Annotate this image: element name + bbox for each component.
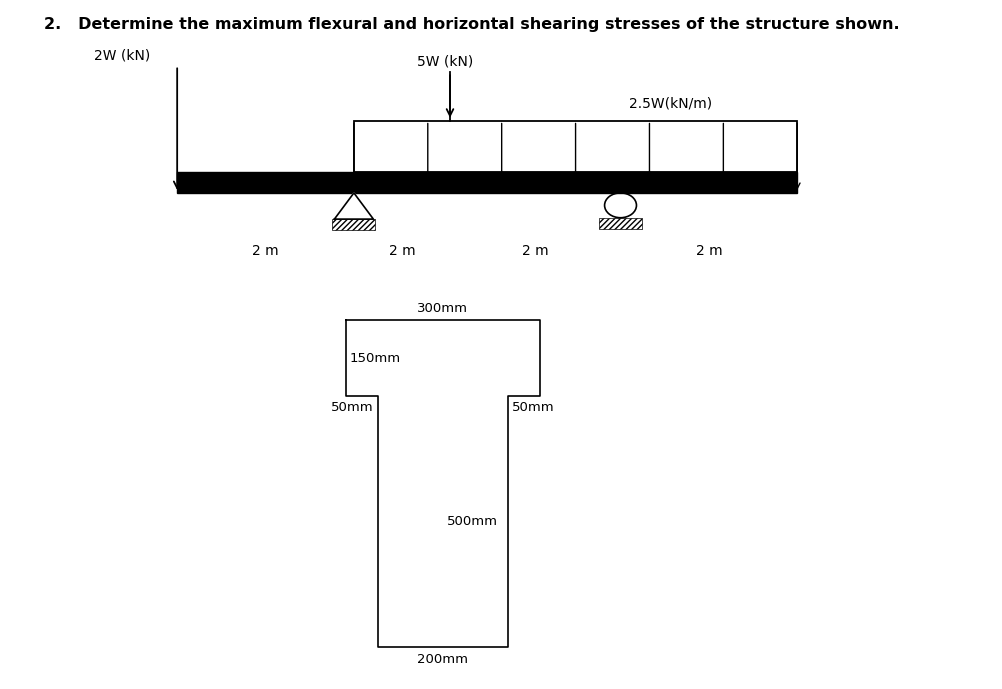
Text: 500mm: 500mm xyxy=(447,515,498,528)
Text: 150mm: 150mm xyxy=(349,351,400,364)
Bar xyxy=(177,172,797,193)
Text: 2 m: 2 m xyxy=(388,245,415,258)
Text: 2.   Determine the maximum flexural and horizontal shearing stresses of the stru: 2. Determine the maximum flexural and ho… xyxy=(44,17,899,32)
Text: 2 m: 2 m xyxy=(252,245,279,258)
Text: 2 m: 2 m xyxy=(521,245,548,258)
Bar xyxy=(332,219,375,230)
Bar xyxy=(354,121,797,172)
Text: 200mm: 200mm xyxy=(417,653,468,666)
Bar xyxy=(598,218,641,229)
Text: 50mm: 50mm xyxy=(511,401,554,414)
Text: 50mm: 50mm xyxy=(331,401,374,414)
Text: 300mm: 300mm xyxy=(417,302,468,315)
Text: 5W (kN): 5W (kN) xyxy=(417,55,473,69)
Text: 2W (kN): 2W (kN) xyxy=(94,48,150,62)
Polygon shape xyxy=(334,193,373,219)
Text: 2 m: 2 m xyxy=(694,245,721,258)
Text: 2.5W(kN/m): 2.5W(kN/m) xyxy=(628,96,711,110)
